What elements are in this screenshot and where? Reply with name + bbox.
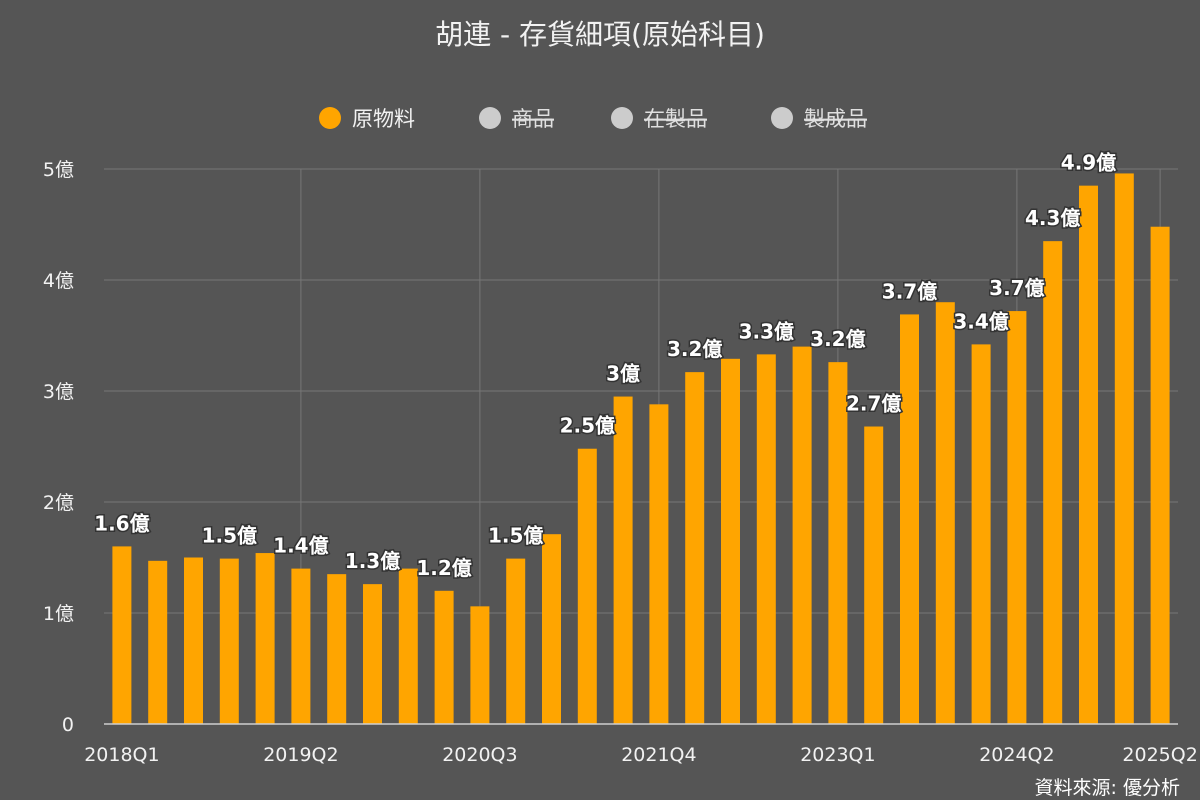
x-tick-label: 2023Q1	[800, 744, 875, 766]
x-tick-label: 2020Q3	[442, 744, 517, 766]
y-tick-label: 2億	[43, 492, 74, 514]
legend-label: 製成品	[804, 107, 867, 131]
legend-marker	[479, 107, 501, 129]
data-label: 4.9億	[1061, 151, 1116, 175]
bar	[1079, 185, 1098, 724]
x-tick-label: 2025Q2	[1122, 744, 1197, 766]
bar	[971, 344, 991, 724]
legend-label: 商品	[512, 107, 554, 131]
bar	[1150, 226, 1170, 724]
legend-item[interactable]: 原物料	[319, 107, 415, 131]
bar	[398, 568, 418, 724]
x-tick-label: 2018Q1	[84, 744, 159, 766]
bar	[685, 372, 705, 724]
data-label: 1.4億	[273, 534, 328, 558]
legend-item[interactable]: 商品	[479, 107, 554, 131]
bar	[434, 590, 454, 724]
data-label: 3.4億	[953, 309, 1008, 333]
data-label: 3.2億	[810, 327, 865, 351]
bar	[792, 346, 812, 724]
bar	[613, 396, 633, 724]
data-label: 3.7億	[882, 279, 937, 303]
bar	[363, 584, 382, 724]
x-tick-label: 2024Q2	[979, 744, 1054, 766]
bar	[756, 354, 776, 724]
data-label: 1.6億	[94, 511, 149, 535]
bar	[327, 574, 347, 724]
bar	[577, 448, 597, 724]
bar	[542, 534, 561, 724]
source-label: 資料來源: 優分析	[1035, 777, 1180, 799]
bar	[255, 553, 275, 724]
legend-marker	[611, 107, 633, 129]
data-label: 3.3億	[739, 319, 794, 343]
bar	[1043, 241, 1063, 724]
data-label: 3.2億	[667, 337, 722, 361]
data-label: 1.3億	[345, 549, 400, 573]
y-tick-label: 5億	[43, 159, 74, 181]
legend-item[interactable]: 在製品	[611, 107, 707, 131]
bar	[864, 426, 884, 724]
x-axis: 2018Q1 2019Q2 2020Q3 2021Q4 2023Q1 2024Q2 2025…	[84, 723, 1198, 766]
bar	[291, 568, 311, 724]
bar	[112, 546, 132, 724]
bar	[721, 358, 740, 724]
data-label: 1.5億	[202, 524, 257, 548]
y-tick-label: 1億	[43, 603, 74, 625]
y-tick-label: 0	[62, 714, 74, 736]
x-tick-label: 2021Q4	[621, 744, 696, 766]
bar	[470, 606, 490, 724]
data-label: 1.2億	[416, 556, 471, 580]
y-tick-label: 3億	[43, 381, 74, 403]
data-label: 2.7億	[846, 392, 901, 416]
legend-marker	[319, 107, 341, 129]
bars	[112, 173, 1170, 724]
data-label: 1.5億	[488, 524, 543, 548]
legend-label: 原物料	[352, 107, 415, 131]
data-label: 2.5億	[560, 414, 615, 438]
bar	[1114, 173, 1134, 724]
legend-label: 在製品	[644, 107, 707, 131]
bar	[1007, 311, 1027, 724]
data-label: 4.3億	[1025, 206, 1080, 230]
chart-title: 胡連 - 存貨細項(原始科目)	[435, 18, 765, 51]
bar	[649, 404, 669, 724]
bar	[148, 560, 168, 724]
legend: 原物料 商品 在製品 製成品	[319, 107, 867, 131]
bar	[900, 314, 919, 724]
bar	[828, 362, 848, 724]
bar	[184, 557, 203, 724]
legend-marker	[771, 107, 793, 129]
y-tick-label: 4億	[43, 270, 74, 292]
y-axis: 0 1億 2億 3億 4億 5億	[43, 159, 74, 736]
data-label: 3.7億	[989, 276, 1044, 300]
legend-item[interactable]: 製成品	[771, 107, 867, 131]
x-tick-label: 2019Q2	[263, 744, 338, 766]
bar	[219, 558, 239, 724]
bar	[506, 558, 526, 724]
data-label: 3億	[606, 362, 640, 386]
bar	[935, 302, 955, 724]
data-labels: 1.6億 1.5億 1.4億 1.3億 1.2億 1.5億 2.5億 3億 3.2億 3.3億 3.…	[93, 149, 1118, 581]
